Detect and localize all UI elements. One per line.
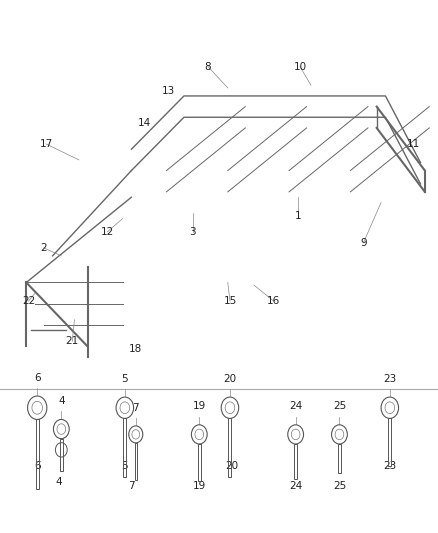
Text: 16: 16 [267, 296, 280, 306]
Text: 8: 8 [205, 62, 212, 71]
Text: 24: 24 [289, 401, 302, 411]
Text: 24: 24 [289, 481, 302, 491]
Text: 7: 7 [132, 402, 139, 413]
Text: 18: 18 [129, 344, 142, 354]
Text: 4: 4 [56, 478, 63, 487]
Text: 20: 20 [226, 462, 239, 471]
Bar [124, 418, 126, 477]
Text: 13: 13 [162, 86, 175, 95]
Text: 17: 17 [39, 139, 53, 149]
Text: 22: 22 [22, 296, 35, 306]
Bar [134, 443, 137, 480]
Bar [389, 418, 392, 466]
Text: 23: 23 [383, 462, 396, 471]
Bar [294, 444, 297, 479]
Text: 11: 11 [407, 139, 420, 149]
Bar [198, 444, 201, 481]
Text: 25: 25 [333, 481, 346, 491]
Text: 3: 3 [189, 227, 196, 237]
Text: 10: 10 [293, 62, 307, 71]
Text: 20: 20 [223, 374, 237, 384]
Text: 5: 5 [121, 374, 128, 384]
Text: 9: 9 [360, 238, 367, 247]
Text: 15: 15 [223, 296, 237, 306]
Text: 1: 1 [294, 211, 301, 221]
Text: 6: 6 [34, 462, 41, 471]
Text: 4: 4 [58, 396, 65, 406]
Text: 2: 2 [40, 243, 47, 253]
Text: 12: 12 [101, 227, 114, 237]
Text: 19: 19 [193, 481, 206, 491]
Text: 14: 14 [138, 118, 151, 127]
Text: 23: 23 [383, 374, 396, 384]
Text: 5: 5 [121, 462, 128, 471]
Text: 21: 21 [66, 336, 79, 346]
Text: 25: 25 [333, 401, 346, 411]
Text: 19: 19 [193, 401, 206, 411]
Bar [60, 439, 63, 471]
Text: 7: 7 [128, 481, 135, 491]
Bar [35, 419, 39, 489]
Bar [338, 444, 341, 473]
Bar [229, 418, 232, 477]
Text: 6: 6 [34, 373, 41, 383]
